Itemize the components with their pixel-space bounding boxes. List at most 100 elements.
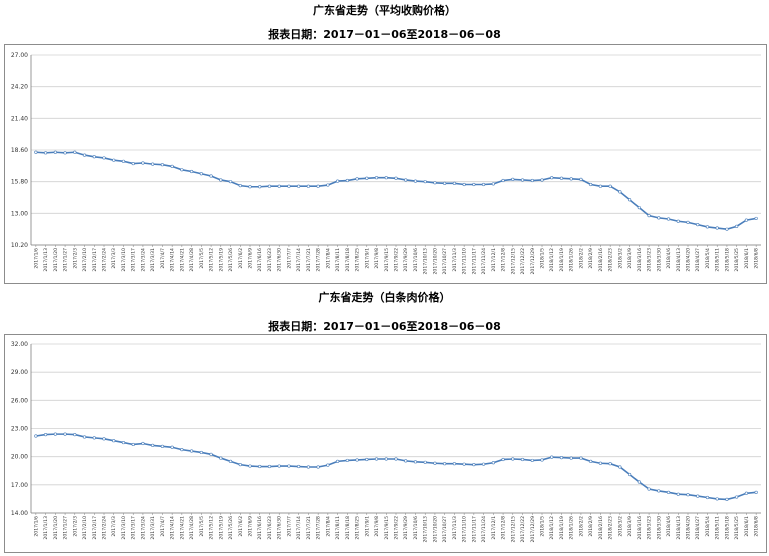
chart-2-y-tick-label: 23.00 xyxy=(11,426,28,433)
chart-1-x-tick-label: 2017/3/31 xyxy=(150,248,156,272)
chart-2-title: 广东省走势（白条肉价格） xyxy=(318,291,451,304)
chart-1-x-tick-label: 2017/5/26 xyxy=(228,248,234,272)
chart-2-x-tick-label: 2018/2/2 xyxy=(578,516,584,537)
chart-2-data-point xyxy=(433,461,437,465)
chart-1-data-point xyxy=(540,178,544,182)
chart-1-data-point xyxy=(355,177,359,181)
chart-1-title: 广东省走势（平均收购价格） xyxy=(313,4,456,17)
chart-1-x-tick-label: 2018/6/8 xyxy=(754,248,760,269)
chart-1-data-point xyxy=(530,178,534,183)
chart-2-x-tick-label: 2017/9/1 xyxy=(364,516,370,537)
chart-2-panel: 32.00 29.00 26.00 23.00 20.00 17.00 14.00 2017/… xyxy=(4,334,767,553)
chart-1-x-tick-label: 2017/12/29 xyxy=(530,248,536,275)
chart-2-x-tick-label: 2017/3/24 xyxy=(140,516,146,540)
chart-2-data-point xyxy=(209,452,213,456)
chart-1-panel: 27.00 24.20 21.40 18.60 15.80 13.00 10.20 2017/… xyxy=(4,44,767,284)
chart-1-data-point xyxy=(413,179,418,183)
chart-2-x-tick-label: 2017/1/13 xyxy=(43,516,49,540)
chart-1-data-point xyxy=(170,164,174,168)
chart-2-data-point xyxy=(73,433,77,437)
chart-1-y-tick-label: 10.20 xyxy=(11,242,28,249)
chart-2-data-point xyxy=(530,458,534,463)
chart-2-x-tick-label: 2017/5/5 xyxy=(199,516,205,537)
chart-1-x-tick-label: 2017/9/1 xyxy=(364,248,370,269)
chart-2-x-tick-label: 2018/5/18 xyxy=(724,516,730,540)
chart-1-data-point xyxy=(657,216,661,220)
chart-1-x-tick-label: 2017/2/17 xyxy=(92,248,98,272)
chart-1-data-point xyxy=(511,177,515,182)
chart-2-data-point xyxy=(666,490,671,494)
chart-1-data-point xyxy=(63,151,67,155)
chart-1-x-tick-label: 2017/8/25 xyxy=(355,248,361,272)
chart-2-x-tick-label: 2018/1/26 xyxy=(569,516,575,540)
chart-2-x-tick-label: 2018/3/30 xyxy=(656,516,662,540)
chart-1-data-point xyxy=(112,158,116,162)
chart-2-data-point xyxy=(725,497,729,501)
chart-1-data-point xyxy=(297,184,301,188)
chart-2-data-point xyxy=(686,493,690,497)
chart-1-x-tick-label: 2018/4/20 xyxy=(686,248,692,272)
chart-1-y-tick-label: 27.00 xyxy=(11,52,28,59)
chart-1-data-point xyxy=(491,182,495,186)
chart-2-data-point xyxy=(511,457,515,461)
chart-2-x-tick-label: 2018/3/9 xyxy=(627,516,633,537)
chart-2-data-point xyxy=(735,495,739,499)
chart-1-x-tick-label: 2017/12/1 xyxy=(491,248,497,272)
chart-2-x-tick-label: 2018/2/16 xyxy=(598,516,604,540)
chart-1-x-tick-label: 2018/2/2 xyxy=(578,248,584,269)
chart-2-data-point xyxy=(647,487,651,491)
chart-1-x-tick-label: 2018/5/25 xyxy=(734,248,740,272)
chart-2-x-tick-label: 2017/6/9 xyxy=(248,516,254,537)
chart-2-x-tick-label: 2017/1/27 xyxy=(63,516,69,540)
chart-1-data-point xyxy=(443,181,447,185)
chart-2-data-point xyxy=(336,459,340,463)
chart-2-x-tick-label: 2017/10/27 xyxy=(442,516,448,543)
chart-2-data-point xyxy=(394,457,398,461)
chart-2-x-tick-label: 2017/11/17 xyxy=(471,516,477,543)
chart-1-data-point xyxy=(754,216,758,221)
chart-2-y-tick-label: 32.00 xyxy=(11,341,28,348)
chart-1-x-tick-label: 2017/10/27 xyxy=(442,248,448,275)
chart-2-x-tick-label: 2018/4/6 xyxy=(666,516,672,537)
chart-2-subtitle: 报表日期：2017－01－06至2018－06－08 xyxy=(268,320,501,333)
chart-2-x-tick-label: 2017/3/3 xyxy=(111,516,117,537)
chart-2-x-tick-label: 2017/4/14 xyxy=(170,516,176,540)
chart-2-x-tick-label: 2017/7/14 xyxy=(296,516,302,540)
chart-1-x-tick-label: 2017/1/13 xyxy=(43,248,49,272)
chart-1-data-point xyxy=(277,184,281,188)
chart-1-x-tick-label: 2017/9/8 xyxy=(374,248,380,269)
chart-1-x-tick-label: 2017/2/24 xyxy=(102,248,108,272)
chart-2-data-point xyxy=(287,464,291,468)
chart-2-data-point xyxy=(589,459,593,463)
chart-1-data-point xyxy=(589,182,593,187)
chart-1-x-tick-label: 2018/1/12 xyxy=(549,248,555,272)
chart-1-x-tick-label: 2018/2/16 xyxy=(598,248,604,272)
chart-1-x-tick-label: 2017/3/24 xyxy=(140,248,146,272)
chart-1-data-point xyxy=(219,178,223,182)
chart-1-data-point xyxy=(374,176,379,180)
chart-2-x-tick-label: 2017/8/11 xyxy=(335,516,341,540)
chart-2-x-tick-label: 2017/8/18 xyxy=(345,516,351,540)
chart-1-data-point xyxy=(199,172,203,176)
chart-1-x-tick-label: 2017/2/3 xyxy=(72,248,78,269)
chart-1-x-tick-label: 2018/1/5 xyxy=(540,248,546,269)
chart-2-x-tick-label: 2017/11/24 xyxy=(481,516,487,543)
chart-2-x-tick-label: 2018/3/2 xyxy=(617,516,623,537)
chart-1-data-point xyxy=(248,185,252,189)
chart-1-data-point xyxy=(569,177,573,181)
chart-1-data-point xyxy=(287,184,291,188)
chart-2-x-tick-label: 2017/5/19 xyxy=(218,516,224,540)
chart-1-data-point xyxy=(336,179,340,183)
chart-1-data-point xyxy=(267,184,272,188)
chart-1-x-tick-label: 2017/4/14 xyxy=(170,248,176,272)
chart-1-data-point xyxy=(705,225,710,229)
chart-2-x-tick-label: 2018/3/16 xyxy=(637,516,643,540)
chart-2-data-point xyxy=(452,462,457,466)
chart-1-x-tick-label: 2017/8/11 xyxy=(335,248,341,272)
chart-2-x-tick-label: 2018/6/1 xyxy=(744,516,750,537)
chart-2-y-tick-label: 29.00 xyxy=(11,369,28,376)
chart-2-data-point xyxy=(170,445,174,449)
chart-2-x-tick-label: 2017/8/25 xyxy=(355,516,361,540)
chart-1-data-point xyxy=(559,176,564,180)
chart-1-data-point xyxy=(131,161,135,166)
